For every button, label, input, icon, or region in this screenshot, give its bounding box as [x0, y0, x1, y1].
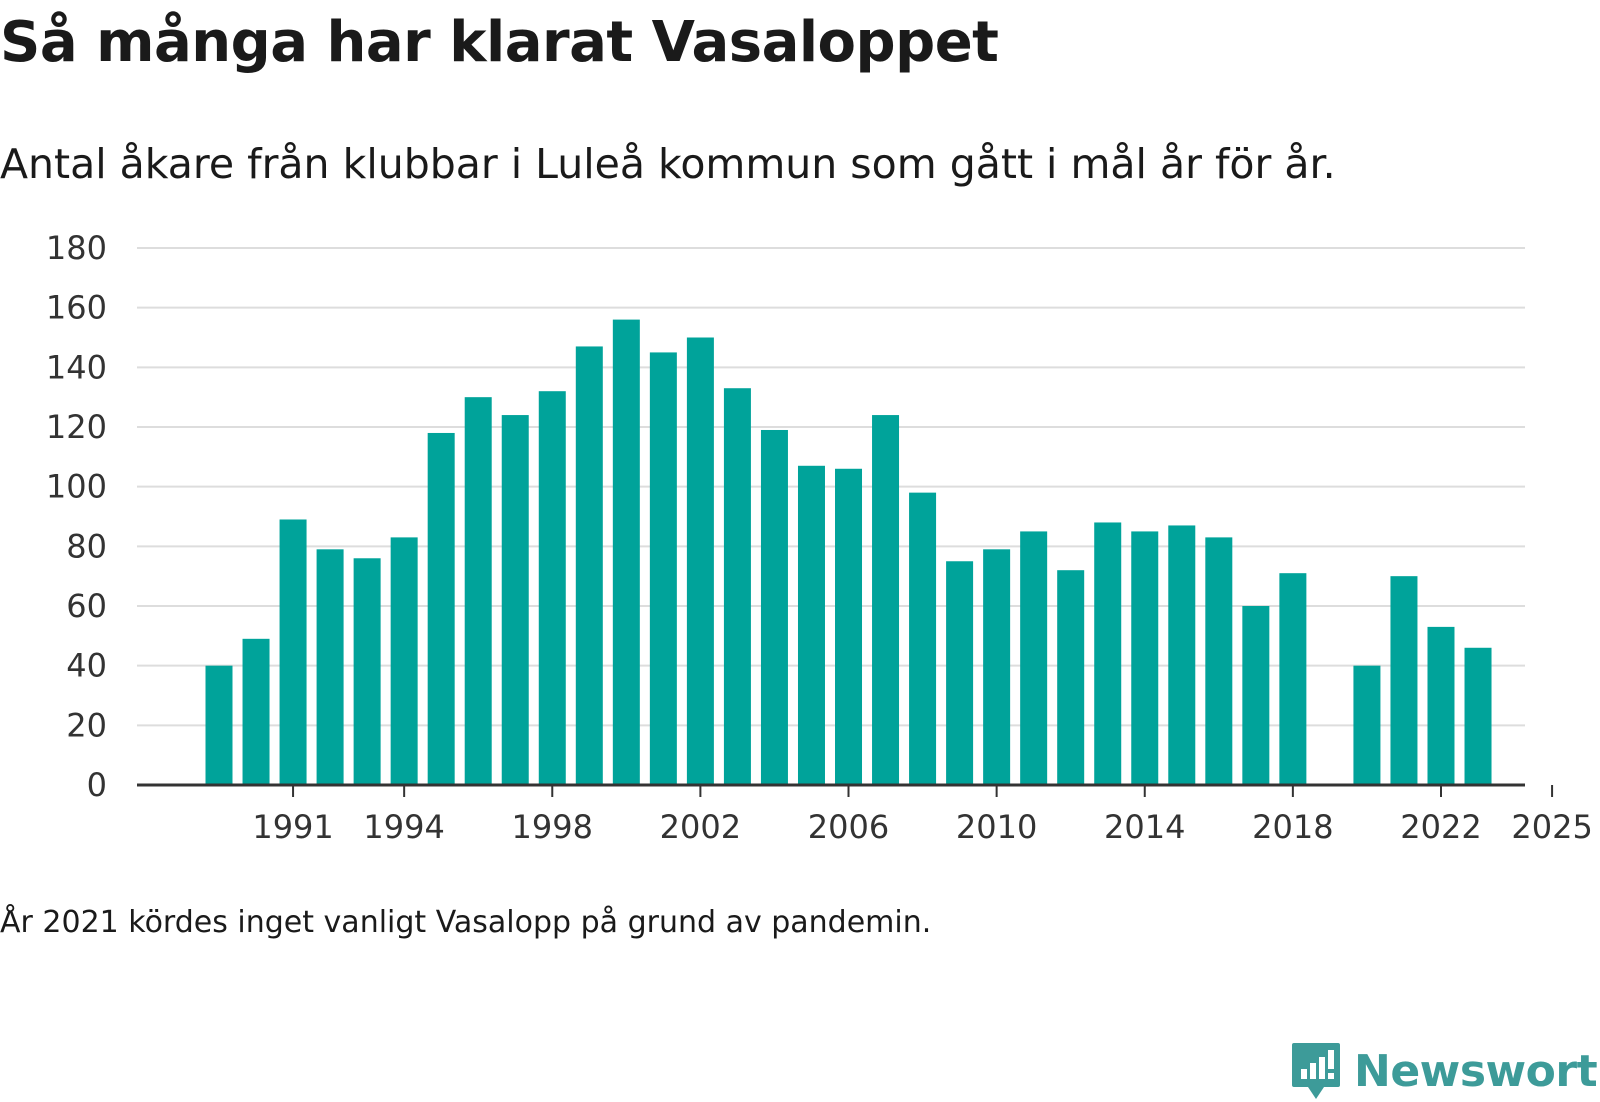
bar-2000	[612, 319, 640, 785]
logo-text: Newsworthy	[1354, 1045, 1600, 1097]
bar-2007	[872, 415, 900, 785]
x-tick-label: 2010	[956, 808, 1037, 846]
gridlines	[137, 247, 1525, 727]
x-tick-label: 1994	[363, 808, 444, 846]
newsworthy-logo: Newsworthy	[1290, 1040, 1600, 1102]
chart-title: Så många har klarat Vasaloppet	[0, 10, 999, 75]
bar-2011	[1020, 531, 1048, 785]
y-tick-label: 60	[66, 587, 107, 625]
bar-1995	[427, 432, 455, 785]
bar-2002	[686, 337, 714, 785]
bar-1994	[390, 537, 418, 785]
bar-2015	[1168, 525, 1196, 785]
y-tick-label: 40	[66, 647, 107, 685]
y-tick-label: 180	[46, 229, 107, 267]
y-tick-label: 0	[87, 766, 107, 804]
y-tick-label: 80	[66, 527, 107, 565]
bars	[205, 319, 1492, 785]
bar-2004	[760, 429, 788, 785]
bar-1997	[501, 415, 529, 785]
bar-1998	[538, 391, 566, 785]
bar-2021	[1390, 576, 1418, 785]
bar-1992	[316, 549, 344, 785]
bar-2023	[1464, 647, 1492, 785]
bar-2003	[723, 388, 751, 785]
bar-1990	[242, 638, 270, 785]
x-tick-label: 2002	[660, 808, 741, 846]
y-tick-label: 100	[46, 468, 107, 506]
bar-1993	[353, 558, 381, 785]
y-axis-ticks: 0 20 40 60 80 100 120 140 160 180	[46, 229, 107, 804]
bar-chart: 0 20 40 60 80 100 120 140 160 180 1991 1994 1998 200…	[46, 229, 1593, 846]
bar-2010	[983, 549, 1011, 785]
x-axis-ticks: 1991 1994 1998 2002 2006 2010 2014 2018 2022 2025	[252, 785, 1593, 846]
x-tick-label: 2022	[1400, 808, 1481, 846]
bar-2022	[1427, 626, 1455, 785]
y-tick-label: 20	[66, 706, 107, 744]
bar-2001	[649, 352, 677, 785]
bar-2009	[946, 561, 974, 785]
x-tick-label: 2025	[1511, 808, 1592, 846]
newsworthy-logo-icon	[1292, 1043, 1340, 1099]
bar-2013	[1094, 522, 1122, 785]
bar-2012	[1057, 570, 1085, 785]
bar-1996	[464, 397, 492, 785]
y-tick-label: 160	[46, 289, 107, 327]
x-tick-label: 1991	[252, 808, 333, 846]
bar-2016	[1205, 537, 1233, 785]
bar-2017	[1242, 606, 1270, 785]
bar-1999	[575, 346, 603, 785]
bar-2005	[797, 465, 825, 785]
chart-subtitle: Antal åkare från klubbar i Luleå kommun …	[0, 140, 1336, 188]
bar-2006	[835, 468, 863, 785]
bar-2008	[909, 492, 937, 785]
x-tick-label: 2006	[808, 808, 889, 846]
x-tick-label: 1998	[512, 808, 593, 846]
x-tick-label: 2018	[1252, 808, 1333, 846]
x-tick-label: 2014	[1104, 808, 1185, 846]
bar-2014	[1131, 531, 1159, 785]
bar-1989	[205, 665, 233, 785]
bar-1991	[279, 519, 307, 785]
y-tick-label: 120	[46, 408, 107, 446]
bar-2018	[1279, 573, 1307, 785]
y-tick-label: 140	[46, 348, 107, 386]
bar-2020	[1353, 665, 1381, 785]
footnote: År 2021 kördes inget vanligt Vasalopp på…	[0, 905, 932, 940]
